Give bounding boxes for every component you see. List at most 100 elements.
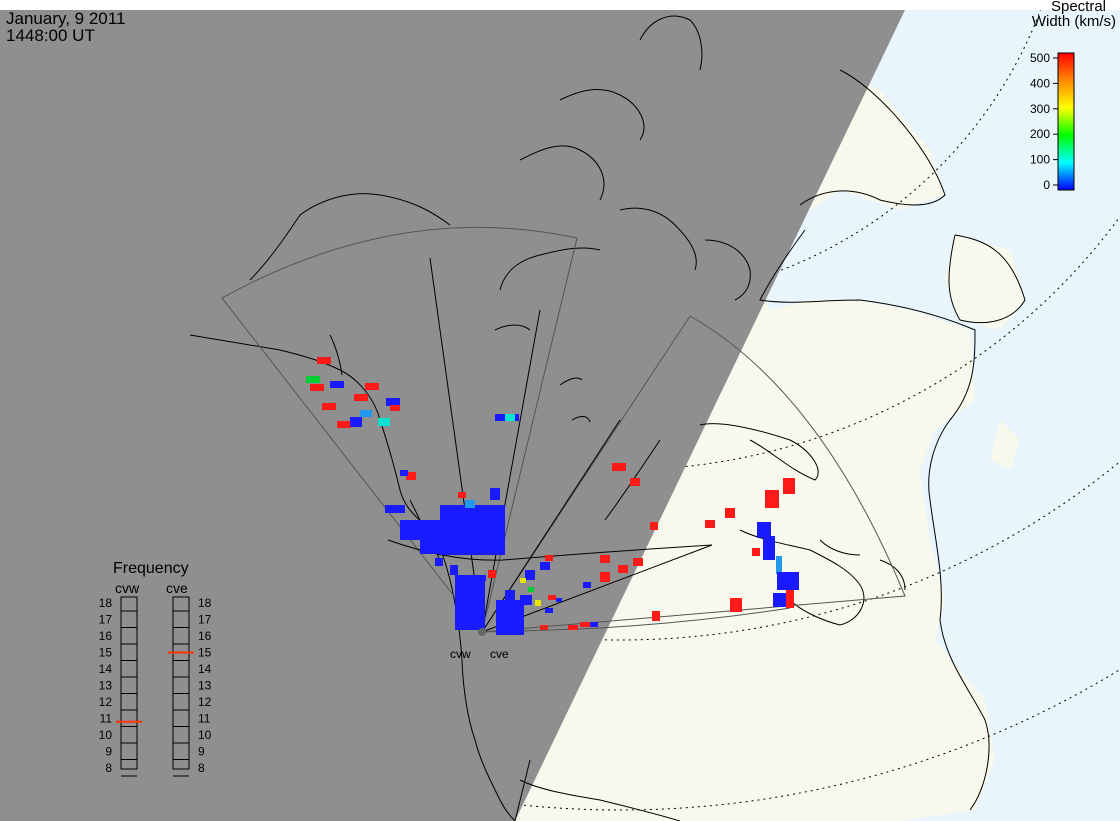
echo-cell [390,405,400,411]
fov-beam-line [429,257,483,633]
echo-cell [385,505,405,513]
echo-cell [330,381,344,388]
radar-fields-of-view [221,226,906,634]
echo-cell [580,622,590,627]
coastline [799,69,946,206]
echo-cell [783,478,795,494]
echo-cell [757,522,771,538]
echo-cell [535,600,541,606]
day-land [515,70,1025,821]
echo-cell [545,608,553,613]
echo-cell [650,522,658,530]
echo-cell [540,625,548,630]
coastline [819,539,861,556]
coastline [619,207,697,271]
coastline [948,234,1026,324]
radar-label-east: cve [490,647,509,661]
frequency-tick-label-left: 12 [99,695,113,709]
coastline [559,377,583,386]
coastline [494,324,531,331]
fov-beam-line [481,309,541,633]
frequency-tick-label-left: 8 [105,761,112,775]
frequency-tick-label-left: 10 [99,728,113,742]
coastline [559,89,645,141]
coastline [499,247,601,291]
coastline [759,229,990,811]
coastlines [189,15,1026,821]
echo-cell [786,590,794,608]
frequency-tick-label-left: 11 [100,712,113,726]
echo-cell [618,565,628,573]
coastline [639,15,703,71]
frequency-tick-label-right: 12 [198,695,212,709]
echo-cell [350,417,362,427]
time-label: 1448:00 UT [6,26,95,45]
night-region [0,10,905,821]
echo-cell [540,562,550,570]
colorbar-tick-label: 100 [1030,153,1050,167]
colorbar-ticks: 500 400 300 200 100 0 [1030,51,1058,192]
coastline [739,529,865,626]
echo-cell [435,558,443,566]
echo-cell [556,598,562,602]
echo-cell [354,394,368,401]
echo-cell [548,595,556,600]
echo-cell [322,403,336,410]
frequency-tick-label-right: 17 [198,613,212,627]
coastline [519,779,681,821]
coastline [514,759,531,821]
frequency-tick-label-right: 9 [198,745,205,759]
echo-cell [773,593,789,607]
radar-site-marker [478,628,486,636]
echo-cell [763,536,775,560]
frequency-tick-label-left: 15 [99,646,113,660]
coastline [249,193,451,281]
echo-cell [568,625,578,630]
echo-cell [360,410,372,417]
echo-cell [776,556,782,574]
echo-cell [365,383,379,390]
echo-cell [590,622,598,627]
coastline [704,239,751,301]
echo-cell [765,490,779,508]
frequency-tick-label-left: 16 [99,629,113,643]
echo-cell [488,570,496,578]
echo-cell [652,611,660,621]
echo-cell [490,488,500,500]
frequency-left-station: cvw [115,580,140,596]
echo-cell [705,520,715,528]
echo-cell [520,578,526,583]
echo-cell [730,598,742,612]
coastline [571,416,591,423]
frequency-tick-label-right: 10 [198,728,212,742]
echo-cell [337,421,351,428]
frequency-tick-label-left: 18 [99,596,113,610]
echo-cell [725,508,735,518]
land-mass [515,70,995,821]
echo-cell [420,540,455,554]
echo-cell [378,418,390,426]
echo-cell [525,570,535,580]
frequency-column-cvw [120,596,138,770]
radar-echoes [306,357,799,635]
echo-cell [306,376,320,383]
frequency-tick-label-left: 17 [99,613,113,627]
coastline [699,423,819,481]
colorbar [1057,52,1075,191]
echo-cell [475,592,483,598]
echo-cell [630,478,640,486]
coastline [429,529,516,821]
echo-cell [633,558,643,566]
echo-cell [465,500,475,508]
date-label: January, 9 2011 [6,9,126,28]
colorbar-tick-label: 400 [1030,76,1050,90]
colorbar-tick-label: 500 [1030,51,1050,65]
echo-cell [520,595,532,605]
colorbar-subtitle: Width (km/s) [1031,13,1116,30]
coastline [329,334,343,376]
echo-cell [528,587,534,592]
frequency-panel: 18 18 17 17 16 16 15 15 14 14 13 13 12 12 11 11 10 10 9 9 8 8 [99,596,212,777]
echo-cell [583,582,591,588]
frequency-tick-label-right: 8 [198,761,205,775]
